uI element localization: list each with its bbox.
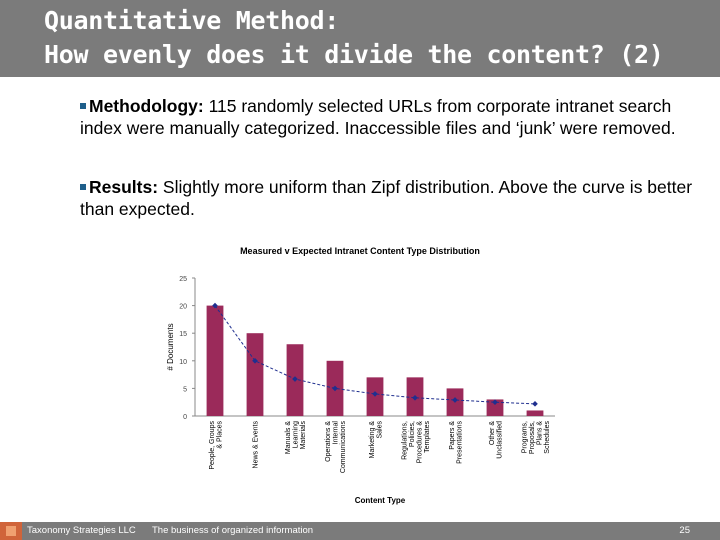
expected-point (452, 397, 458, 403)
expected-point (372, 391, 378, 397)
y-tick-label: 5 (183, 386, 187, 393)
y-tick-label: 0 (183, 414, 187, 421)
bullet-marker-icon (80, 103, 86, 109)
x-category-label: News & Events (253, 421, 260, 469)
bar (486, 399, 504, 416)
slide-title-line-1: Quantitative Method: (44, 6, 340, 35)
bar (206, 305, 224, 416)
footer-bar: Taxonomy Strategies LLC The business of … (0, 522, 720, 540)
logo-icon (0, 522, 22, 540)
bullet-methodology: Methodology: 115 randomly selected URLs … (80, 95, 700, 139)
distribution-chart: Measured v Expected Intranet Content Typ… (166, 246, 555, 505)
x-category-label: Operations &InternalCommunications (325, 421, 347, 474)
x-category-label: Other &Unclassified (489, 421, 504, 459)
bullet-marker-icon (80, 184, 86, 190)
page-number: 25 (679, 525, 690, 536)
expected-point (332, 385, 338, 392)
expected-point (492, 399, 498, 406)
y-tick-label: 20 (179, 304, 187, 311)
bar (246, 333, 264, 416)
title-bar: Quantitative Method: How evenly does it … (0, 0, 720, 77)
bullet-text: 115 randomly selected URLs from corporat… (80, 96, 676, 138)
bullet-label: Methodology: (89, 96, 204, 116)
bar (526, 410, 544, 416)
expected-point (292, 376, 298, 382)
slide-title-line-2: How evenly does it divide the content? (… (44, 40, 664, 69)
y-tick-label: 15 (179, 331, 187, 338)
x-category-label: Marketing &Sales (369, 421, 384, 459)
chart-title: Measured v Expected Intranet Content Typ… (240, 246, 480, 256)
x-axis-label: Content Type (355, 496, 406, 505)
footer-tagline: The business of organized information (152, 525, 314, 536)
y-tick-label: 25 (179, 276, 187, 283)
x-category-label: People, Groups& Places (209, 421, 224, 470)
expected-series-line (214, 305, 536, 405)
x-category-label: Regulations,Policies,Procedures &Templat… (401, 421, 431, 464)
expected-point (532, 401, 538, 407)
expected-point (252, 357, 258, 364)
x-category-label: Programs,Proposals,Plans &Schedules (521, 421, 551, 455)
x-category-label: Manuals &LearningMaterials (285, 421, 307, 455)
bullet-results: Results: Slightly more uniform than Zipf… (80, 176, 700, 220)
bullet-label: Results: (89, 177, 159, 197)
expected-point (412, 394, 418, 401)
x-category-label: Papers &Presentations (449, 421, 464, 464)
y-axis-label: # Documents (166, 323, 175, 370)
y-tick-label: 10 (179, 359, 187, 366)
bullet-text: Slightly more uniform than Zipf distribu… (80, 177, 693, 219)
footer-company: Taxonomy Strategies LLC (27, 525, 136, 536)
